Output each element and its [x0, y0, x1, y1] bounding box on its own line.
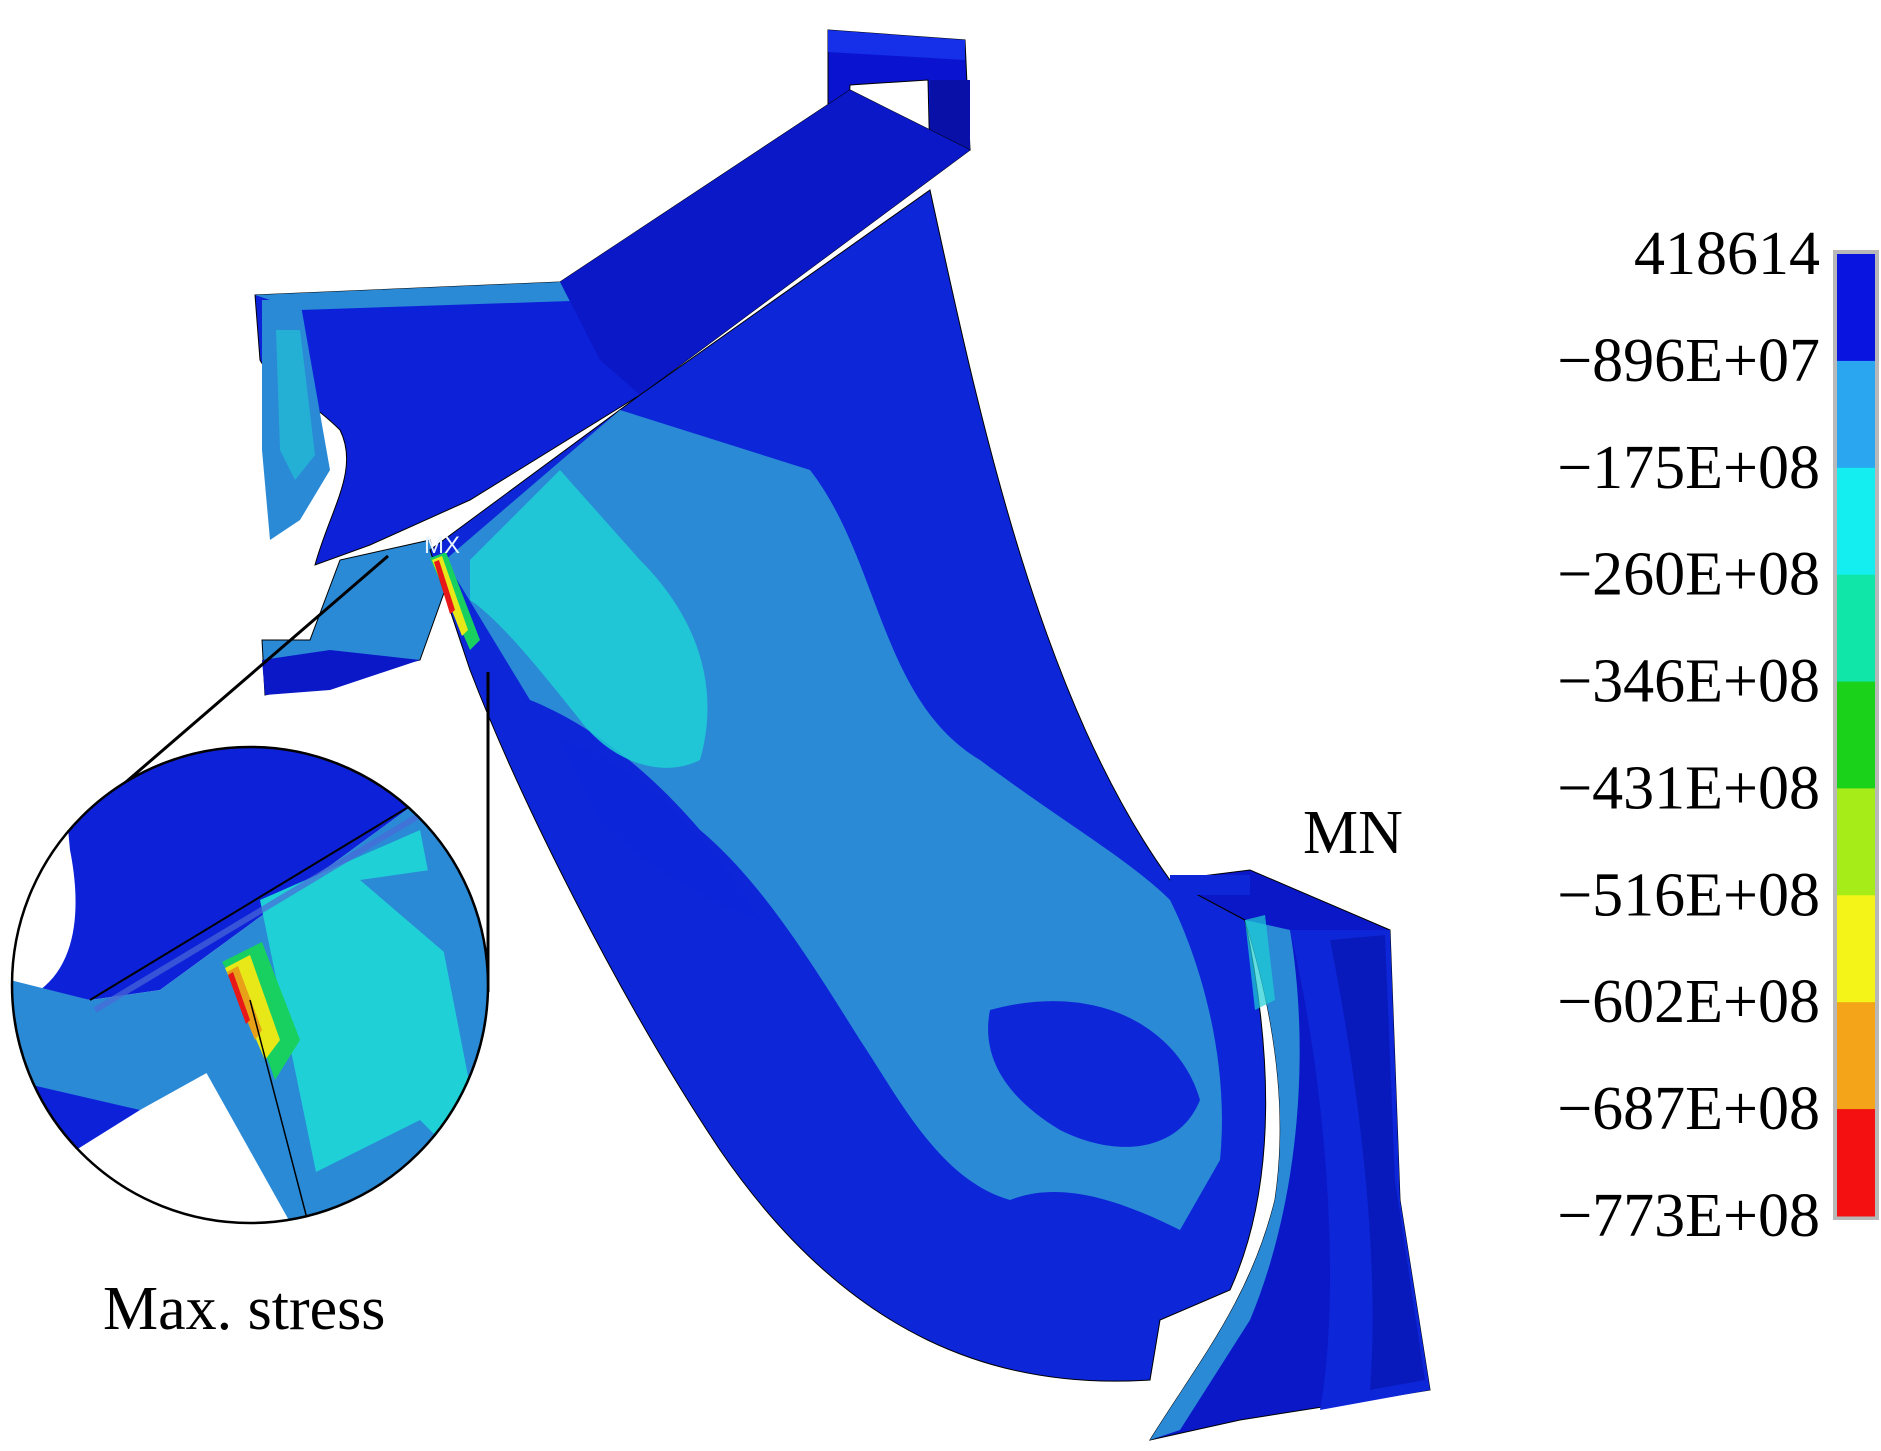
- color-legend: 418614 −896E+07 −175E+08 −260E+08 −346E+08 −4…: [1557, 220, 1879, 1250]
- legend-label: −516E+08: [1557, 861, 1820, 929]
- legend-label: −175E+08: [1557, 434, 1820, 502]
- legend-band: [1837, 681, 1875, 789]
- legend-label: −896E+07: [1557, 327, 1820, 395]
- legend-band: [1837, 895, 1875, 1003]
- stress-band-cyan: [470, 470, 708, 768]
- legend-band: [1837, 254, 1875, 362]
- legend-label: 418614: [1634, 220, 1820, 288]
- legend-label: −260E+08: [1557, 541, 1820, 609]
- legend-band: [1837, 574, 1875, 683]
- zoom-caption: Max. stress: [103, 1275, 385, 1343]
- min-marker: MN: [1303, 799, 1403, 867]
- legend-label: −602E+08: [1557, 968, 1820, 1036]
- max-marker: MX: [424, 532, 460, 559]
- legend-band: [1837, 1109, 1875, 1217]
- zoom-detail: [10, 745, 490, 1225]
- legend-band: [1837, 467, 1875, 576]
- legend-band: [1837, 1002, 1875, 1110]
- legend-label: −773E+08: [1557, 1182, 1820, 1250]
- legend-label: −431E+08: [1557, 754, 1820, 822]
- blade-model: [254, 29, 1431, 1441]
- legend-label: −346E+08: [1557, 648, 1820, 716]
- legend-band: [1837, 788, 1875, 896]
- legend-label: −687E+08: [1557, 1075, 1820, 1143]
- legend-band: [1837, 360, 1875, 469]
